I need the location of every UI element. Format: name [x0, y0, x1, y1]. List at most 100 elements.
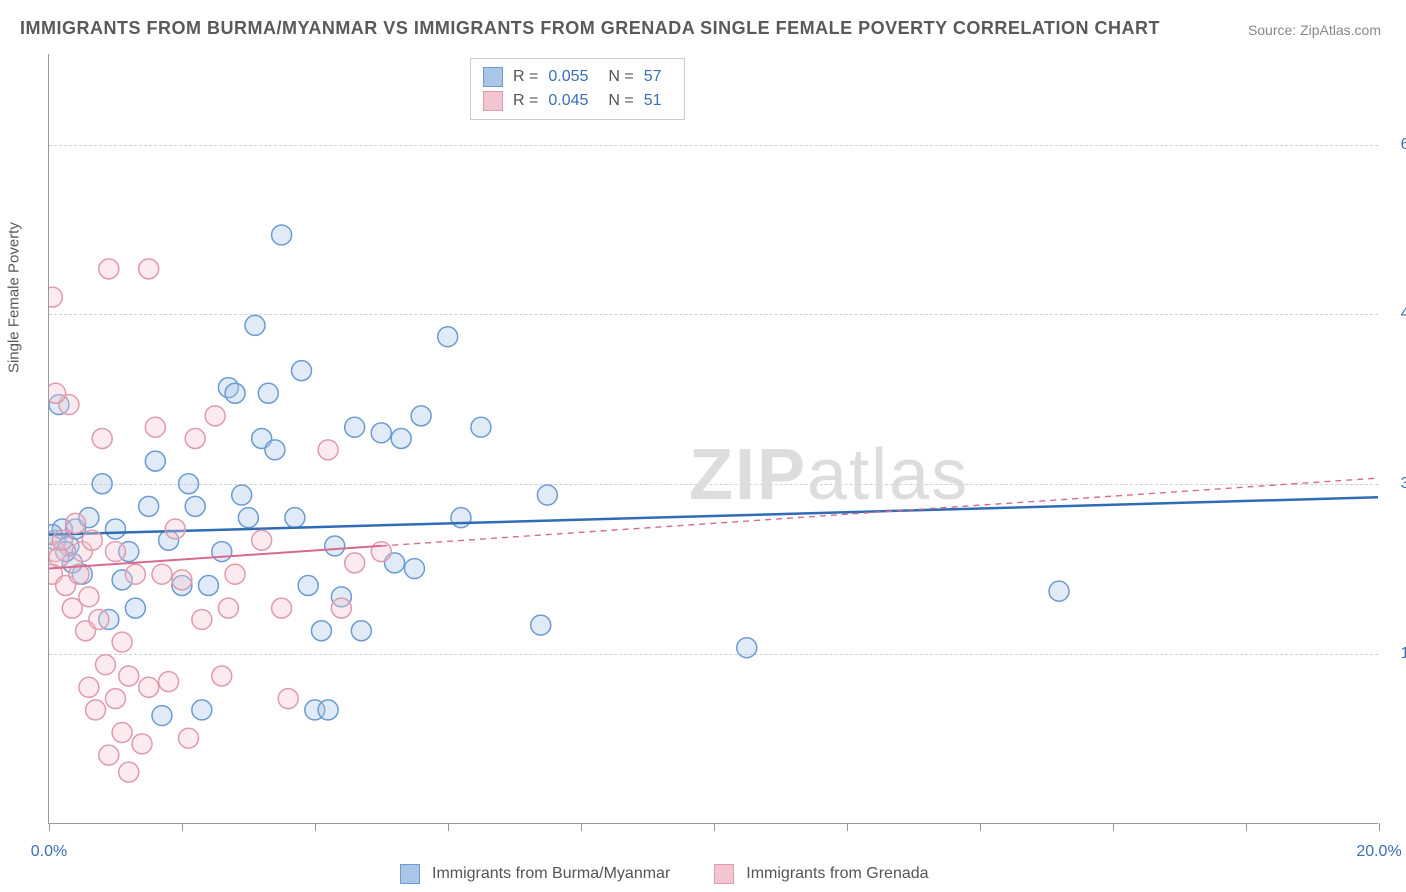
data-point-grenada: [92, 429, 112, 449]
series-label-burma: Immigrants from Burma/Myanmar: [432, 865, 670, 883]
y-tick-label: 15.0%: [1386, 645, 1406, 663]
data-point-grenada: [79, 677, 99, 697]
data-point-burma: [238, 508, 258, 528]
swatch-grenada-bottom: [714, 864, 734, 884]
chart-container: IMMIGRANTS FROM BURMA/MYANMAR VS IMMIGRA…: [0, 0, 1406, 892]
data-point-burma: [232, 485, 252, 505]
data-point-burma: [325, 536, 345, 556]
data-point-grenada: [132, 734, 152, 754]
x-tick: [980, 823, 981, 831]
data-point-grenada: [212, 666, 232, 686]
data-point-burma: [152, 706, 172, 726]
data-point-grenada: [318, 440, 338, 460]
swatch-burma-bottom: [400, 864, 420, 884]
data-point-grenada: [145, 417, 165, 437]
data-point-grenada: [82, 530, 102, 550]
data-point-grenada: [159, 672, 179, 692]
data-point-burma: [371, 423, 391, 443]
data-point-burma: [292, 361, 312, 381]
data-point-burma: [265, 440, 285, 460]
data-point-grenada: [172, 570, 192, 590]
x-tick: [1113, 823, 1114, 831]
data-point-grenada: [345, 553, 365, 573]
swatch-burma: [483, 67, 503, 87]
data-point-burma: [531, 615, 551, 635]
legend-row-burma: R = 0.055 N = 57: [483, 65, 672, 89]
data-point-grenada: [165, 519, 185, 539]
data-point-grenada: [86, 700, 106, 720]
data-point-burma: [185, 496, 205, 516]
trendline-extrapolated-grenada: [381, 478, 1378, 546]
x-tick: [581, 823, 582, 831]
data-point-burma: [179, 474, 199, 494]
data-point-grenada: [119, 762, 139, 782]
data-point-grenada: [112, 632, 132, 652]
data-point-grenada: [49, 383, 66, 403]
data-point-burma: [225, 383, 245, 403]
x-tick-label: 0.0%: [31, 843, 67, 861]
data-point-grenada: [252, 530, 272, 550]
data-point-grenada: [99, 259, 119, 279]
data-point-burma: [391, 429, 411, 449]
data-point-burma: [298, 576, 318, 596]
n-label: N =: [608, 92, 633, 110]
data-point-grenada: [331, 598, 351, 618]
data-point-grenada: [205, 406, 225, 426]
y-axis-title: Single Female Poverty: [6, 222, 23, 373]
data-point-burma: [285, 508, 305, 528]
plot-area: ZIPatlas 15.0%30.0%45.0%60.0%0.0%20.0%: [48, 54, 1378, 824]
data-point-burma: [272, 225, 292, 245]
data-point-burma: [404, 559, 424, 579]
data-point-grenada: [95, 655, 115, 675]
chart-title: IMMIGRANTS FROM BURMA/MYANMAR VS IMMIGRA…: [20, 18, 1160, 39]
data-point-grenada: [79, 587, 99, 607]
data-point-burma: [311, 621, 331, 641]
swatch-grenada: [483, 91, 503, 111]
r-label: R =: [513, 68, 538, 86]
data-point-grenada: [371, 542, 391, 562]
x-tick: [1246, 823, 1247, 831]
data-point-burma: [192, 700, 212, 720]
data-point-burma: [537, 485, 557, 505]
data-point-grenada: [192, 609, 212, 629]
x-tick: [49, 823, 50, 831]
data-point-burma: [258, 383, 278, 403]
data-point-burma: [351, 621, 371, 641]
data-point-grenada: [225, 564, 245, 584]
data-point-burma: [411, 406, 431, 426]
source-attribution: Source: ZipAtlas.com: [1248, 22, 1381, 38]
correlation-legend: R = 0.055 N = 57 R = 0.045 N = 51: [470, 58, 685, 120]
x-tick: [847, 823, 848, 831]
data-point-burma: [737, 638, 757, 658]
data-point-burma: [105, 519, 125, 539]
data-point-burma: [92, 474, 112, 494]
data-point-grenada: [105, 542, 125, 562]
x-tick: [315, 823, 316, 831]
data-point-grenada: [105, 689, 125, 709]
data-point-burma: [198, 576, 218, 596]
data-point-burma: [145, 451, 165, 471]
data-point-grenada: [125, 564, 145, 584]
data-point-burma: [212, 542, 232, 562]
r-value-burma: 0.055: [548, 68, 588, 86]
series-legend: Immigrants from Burma/Myanmar Immigrants…: [400, 864, 929, 884]
data-point-burma: [139, 496, 159, 516]
data-point-grenada: [179, 728, 199, 748]
data-point-burma: [125, 598, 145, 618]
series-label-grenada: Immigrants from Grenada: [746, 865, 928, 883]
x-tick: [182, 823, 183, 831]
data-point-grenada: [139, 259, 159, 279]
x-tick: [448, 823, 449, 831]
data-point-burma: [438, 327, 458, 347]
scatter-svg: [49, 54, 1378, 823]
data-point-burma: [318, 700, 338, 720]
data-point-burma: [451, 508, 471, 528]
data-point-grenada: [139, 677, 159, 697]
x-tick: [1379, 823, 1380, 831]
data-point-burma: [345, 417, 365, 437]
data-point-grenada: [278, 689, 298, 709]
data-point-burma: [471, 417, 491, 437]
x-tick-label: 20.0%: [1356, 843, 1401, 861]
data-point-grenada: [185, 429, 205, 449]
r-value-grenada: 0.045: [548, 92, 588, 110]
